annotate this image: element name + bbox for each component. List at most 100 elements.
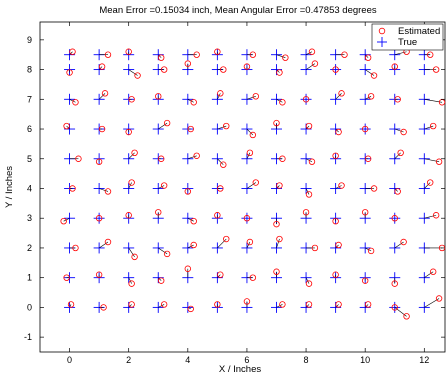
estimated-point: [391, 215, 398, 222]
error-segment: [246, 241, 251, 249]
estimated-point: [104, 51, 112, 58]
estimated-point: [335, 301, 342, 308]
error-segment: [158, 54, 162, 58]
error-segment: [365, 247, 372, 252]
estimated-point: [435, 295, 443, 302]
true-point: [389, 212, 401, 224]
true-point: [359, 123, 371, 135]
legend-estimated-marker: [378, 27, 386, 35]
x-tick-label: 2: [126, 355, 131, 365]
estimated-point: [190, 241, 197, 249]
estimated-point: [361, 277, 369, 284]
estimated-point: [305, 301, 313, 308]
error-segment: [394, 307, 407, 317]
estimated-point: [302, 96, 310, 103]
error-segment: [98, 93, 106, 100]
error-segment: [187, 99, 194, 103]
estimated-point: [427, 179, 434, 186]
estimated-point: [279, 155, 286, 162]
estimated-point: [75, 155, 82, 162]
error-segment: [98, 241, 109, 249]
estimated-point: [252, 179, 260, 186]
estimated-point: [158, 54, 165, 61]
y-tick-label: 0: [27, 302, 32, 312]
estimated-point: [100, 304, 107, 311]
error-segment: [305, 63, 316, 70]
error-segment: [158, 247, 168, 255]
estimated-point: [131, 149, 138, 157]
estimated-point: [252, 93, 260, 100]
estimated-point: [429, 268, 437, 275]
error-segment: [187, 217, 194, 222]
error-segment: [364, 54, 369, 58]
estimated-point: [98, 63, 106, 70]
legend-true-label: True: [398, 37, 417, 48]
estimated-point: [335, 241, 342, 249]
estimated-point: [193, 51, 200, 58]
estimated-point: [184, 265, 192, 272]
x-tick-label: 12: [419, 355, 429, 365]
estimated-point: [432, 212, 440, 219]
estimated-point: [364, 155, 372, 162]
estimated-point: [403, 313, 410, 320]
error-segment: [217, 274, 221, 278]
estimated-point: [311, 244, 319, 252]
error-segment: [305, 125, 310, 130]
y-tick-label: 4: [27, 183, 32, 193]
error-segment: [98, 66, 103, 70]
estimated-point: [160, 182, 168, 189]
estimated-point: [341, 51, 348, 58]
estimated-point: [432, 66, 440, 73]
error-segment: [128, 277, 132, 284]
error-segment: [99, 188, 109, 192]
estimated-point: [128, 179, 135, 186]
estimated-point: [308, 48, 316, 55]
estimated-point: [308, 158, 316, 165]
estimated-point: [60, 217, 67, 225]
estimated-point: [220, 161, 227, 168]
estimated-point: [370, 72, 378, 79]
estimated-point: [273, 220, 280, 228]
y-tick-label: 5: [27, 154, 32, 164]
estimated-point: [163, 250, 171, 258]
estimated-point: [98, 125, 106, 133]
estimated-point: [338, 90, 345, 97]
y-tick-label: 7: [27, 94, 32, 104]
error-segment: [335, 185, 342, 189]
estimated-point: [273, 268, 280, 275]
estimated-point: [332, 152, 339, 159]
error-segment: [335, 304, 339, 308]
error-segment: [305, 277, 310, 284]
error-segment: [128, 182, 132, 189]
estimated-point: [338, 182, 345, 189]
estimated-point: [184, 60, 192, 67]
estimated-point: [391, 280, 398, 287]
estimated-point: [104, 188, 112, 195]
estimated-point: [69, 185, 76, 192]
estimated-point: [276, 182, 283, 189]
estimated-point: [305, 122, 313, 130]
error-segment: [394, 241, 404, 249]
error-segment: [335, 93, 342, 100]
x-tick-label: 0: [67, 355, 72, 365]
estimated-point: [125, 128, 132, 136]
estimated-point: [249, 131, 257, 139]
estimated-point: [72, 99, 79, 106]
error-segment: [128, 247, 135, 258]
estimated-point: [95, 215, 103, 222]
estimated-point: [249, 274, 257, 281]
estimated-point: [367, 247, 375, 255]
estimated-point: [249, 51, 257, 58]
estimated-point: [311, 60, 319, 67]
error-segment: [69, 99, 76, 103]
error-segment: [424, 125, 434, 130]
estimated-point: [335, 128, 342, 136]
estimated-point: [397, 149, 404, 157]
estimated-point: [223, 122, 230, 130]
estimated-series: [60, 48, 446, 320]
error-segment: [158, 122, 168, 130]
estimated-point: [305, 191, 313, 198]
y-tick-label: 8: [27, 65, 32, 75]
estimated-point: [364, 54, 372, 61]
